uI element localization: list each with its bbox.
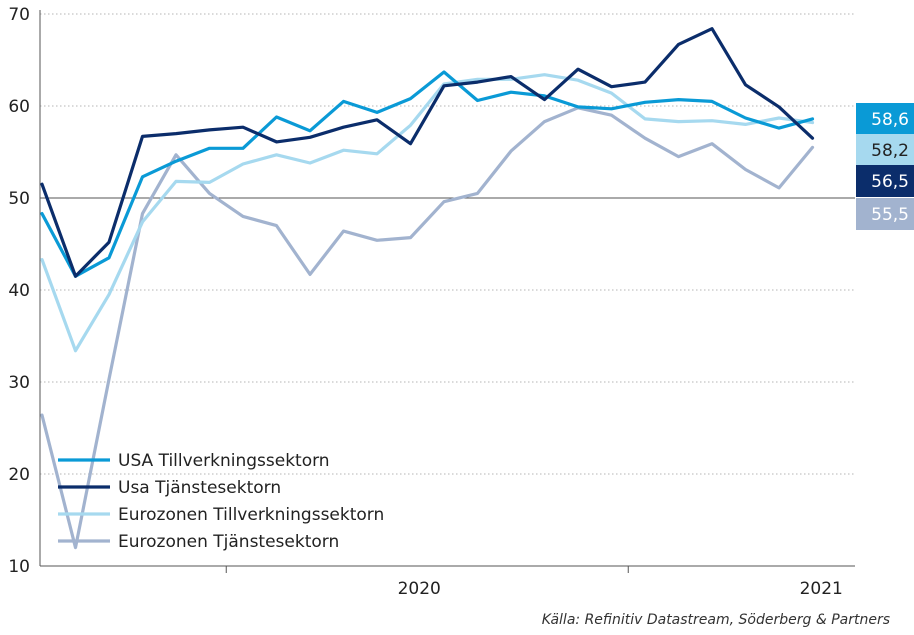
x-tick-label: 2021 — [800, 579, 843, 599]
end-label-value: 55,5 — [871, 205, 909, 225]
end-label-value: 58,6 — [871, 110, 909, 130]
y-tick-label: 70 — [8, 5, 30, 25]
series-lines — [40, 27, 815, 550]
series-line-1 — [40, 27, 815, 278]
axes: 10203040506070202020212022 — [8, 5, 855, 599]
end-label-box — [856, 134, 914, 166]
end-label-box — [856, 165, 914, 197]
series-line-2 — [40, 73, 815, 353]
x-tick-label: 2020 — [398, 579, 441, 599]
y-tick-label: 30 — [8, 373, 30, 393]
end-label-box — [856, 103, 914, 135]
end-label-value: 58,2 — [871, 141, 909, 161]
y-tick-label: 40 — [8, 281, 30, 301]
end-value-labels: 58,6 58,2 56,5 55,5 — [856, 103, 914, 230]
legend-label: USA Tillverkningssektorn — [118, 451, 330, 471]
end-label-value: 56,5 — [871, 172, 909, 192]
series-line-0 — [40, 70, 815, 278]
y-tick-label: 10 — [8, 557, 30, 577]
legend-label: Usa Tjänstesektorn — [118, 478, 281, 498]
source-note: Källa: Refinitiv Datastream, Söderberg &… — [541, 612, 890, 628]
legend-label: Eurozonen Tillverkningssektorn — [118, 505, 384, 525]
legend-label: Eurozonen Tjänstesektorn — [118, 532, 339, 552]
y-tick-label: 50 — [8, 189, 30, 209]
y-tick-label: 60 — [8, 97, 30, 117]
end-label-box — [856, 198, 914, 230]
legend: USA Tillverkningssektorn Usa Tjänstesekto… — [58, 451, 384, 552]
y-tick-label: 20 — [8, 465, 30, 485]
